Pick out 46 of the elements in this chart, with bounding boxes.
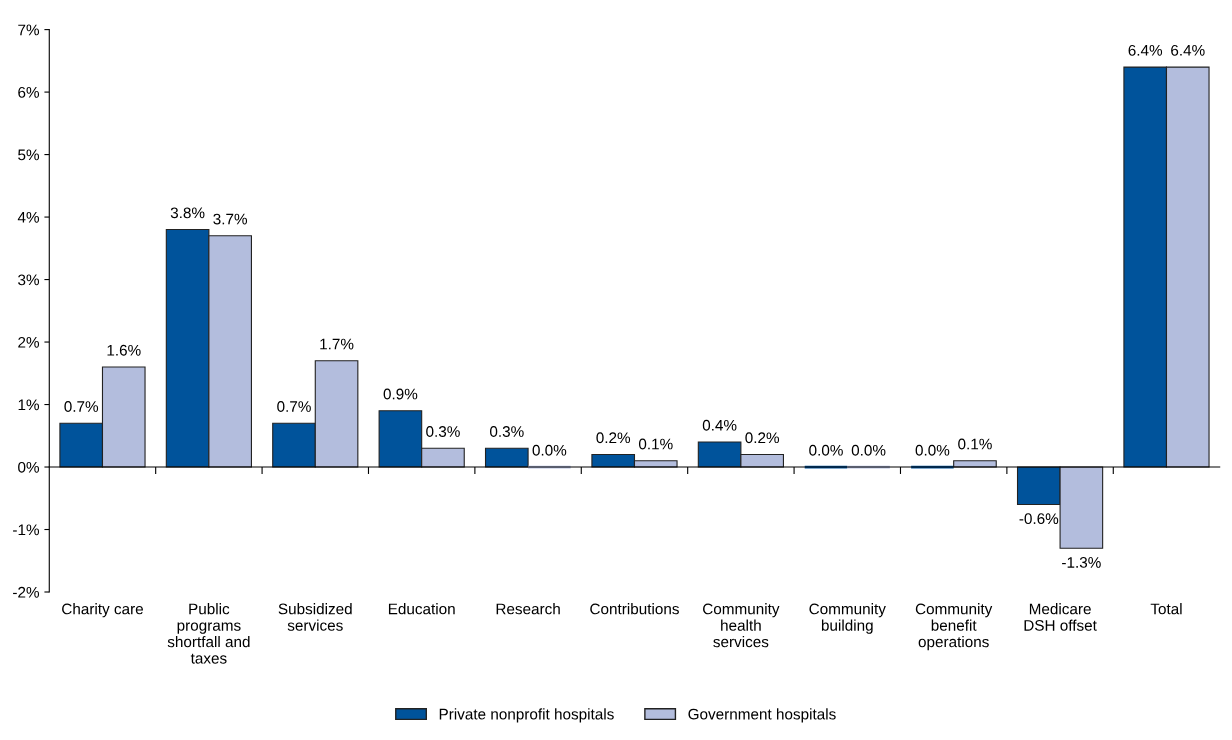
data-label: -0.6% — [1019, 513, 1059, 525]
x-tick-label: Community benefit operations — [915, 603, 993, 651]
data-label: 0.3% — [426, 426, 460, 437]
x-tick-label: Education — [388, 603, 455, 615]
y-tick-label: 2% — [18, 336, 40, 348]
data-label: 3.7% — [213, 213, 248, 225]
y-tick-label: 1% — [18, 399, 40, 411]
y-tick-label: 5% — [18, 149, 40, 161]
y-tick-label: 4% — [17, 212, 40, 223]
data-label: 0.0% — [915, 444, 950, 456]
x-tick-label: Subsidized services — [278, 603, 352, 631]
y-tick-label: 0% — [18, 461, 40, 473]
data-label: 0.0% — [809, 444, 843, 456]
x-tick-label: Community health services — [703, 603, 780, 648]
data-label: 0.0% — [851, 444, 886, 456]
y-tick-label: -2% — [13, 586, 40, 598]
data-label: 0.2% — [596, 432, 631, 444]
y-tick-label: 6% — [18, 86, 40, 98]
x-tick-label: Charity care — [62, 603, 143, 618]
legend-label: Private nonprofit hospitals — [439, 708, 614, 723]
data-label: 0.4% — [702, 419, 737, 431]
data-label: 0.9% — [383, 388, 418, 400]
data-label: 1.7% — [320, 338, 354, 350]
y-tick-label: -1% — [13, 524, 40, 536]
data-label: 0.2% — [745, 432, 780, 444]
data-label: 6.4% — [1171, 44, 1205, 56]
x-tick-label: Research — [496, 603, 560, 615]
y-tick-label: 3% — [18, 274, 40, 286]
data-label: -1.3% — [1062, 556, 1101, 568]
x-tick-label: Medicare DSH offset — [1024, 603, 1097, 631]
x-tick-label: Public programs shortfall and taxes — [167, 603, 250, 664]
data-label: 0.7% — [64, 401, 99, 412]
legend-label: Government hospitals — [688, 708, 836, 723]
x-tick-label: Total — [1150, 603, 1182, 615]
data-label: 3.8% — [170, 207, 205, 219]
data-label: 0.7% — [277, 401, 311, 412]
x-tick-label: Community building — [809, 603, 886, 634]
x-tick-label: Contributions — [590, 603, 679, 615]
data-label: 0.3% — [489, 426, 524, 437]
bar — [484, 447, 529, 468]
data-label: 6.4% — [1128, 44, 1163, 56]
data-label: 0.1% — [638, 438, 673, 450]
data-label: 1.6% — [107, 344, 141, 356]
data-label: 0.1% — [958, 438, 992, 450]
data-label: 0.0% — [532, 444, 567, 456]
y-tick-label: 7% — [18, 24, 40, 36]
